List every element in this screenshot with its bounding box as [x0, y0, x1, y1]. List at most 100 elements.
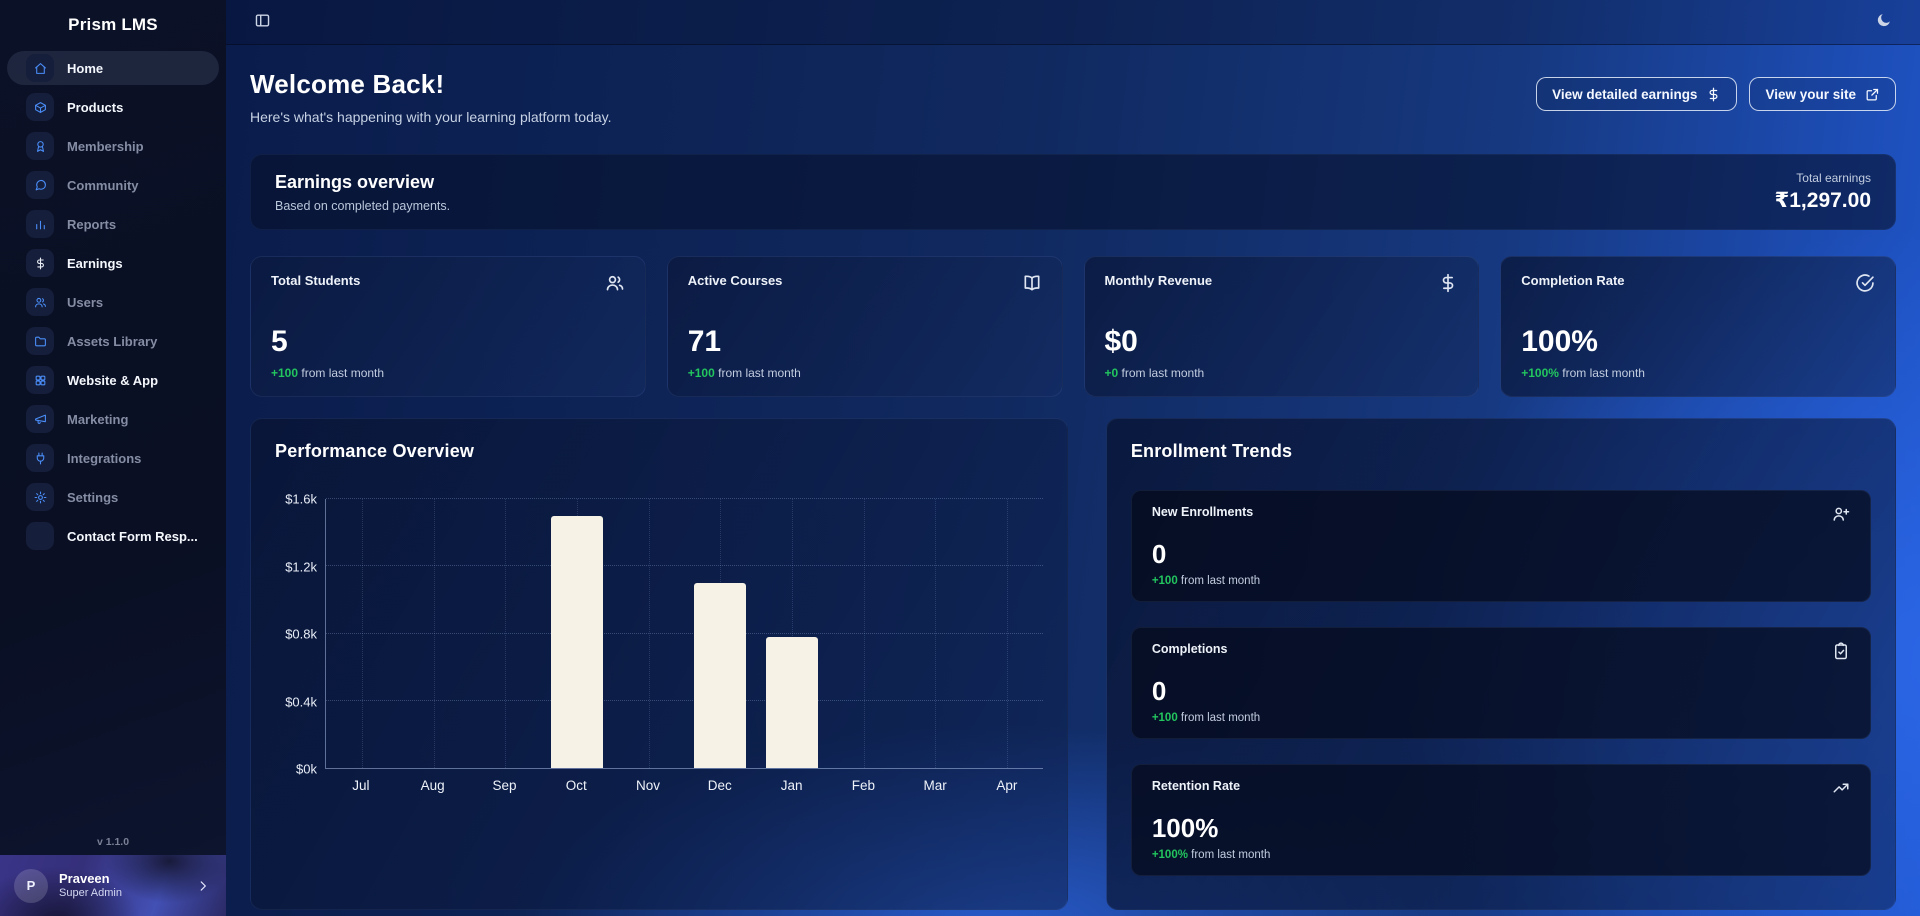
sidebar-item-website-app[interactable]: Website & App — [7, 363, 219, 397]
community-icon — [34, 179, 47, 192]
stat-value: 71 — [687, 325, 722, 358]
megaphone-icon — [34, 413, 47, 426]
stat-value: $0 — [1104, 325, 1138, 358]
trend-card-completions: Completions 0 +100 from last month — [1130, 627, 1871, 739]
chart-column-jul — [326, 499, 398, 768]
sidebar-item-community[interactable]: Community — [7, 168, 219, 202]
trend-card-retention-rate: Retention Rate 100% +100% from last mont… — [1130, 764, 1871, 876]
reports-icon — [34, 218, 47, 231]
y-tick-label: $0.4k — [285, 694, 317, 709]
sidebar-toggle-button[interactable] — [250, 8, 275, 36]
products-icon — [34, 101, 47, 114]
stat-change: +100% from last month — [1521, 366, 1645, 380]
view-your-site-button[interactable]: View your site — [1749, 77, 1896, 111]
sidebar-item-integrations[interactable]: Integrations — [7, 441, 219, 475]
sidebar-nav: Home Products Membership Community Repor… — [0, 51, 226, 836]
clipboard-check-icon — [1832, 642, 1850, 660]
enrollment-trend-cards: New Enrollments 0 +100 from last month C… — [1130, 490, 1871, 876]
gridline — [326, 498, 1043, 499]
sidebar-bottom: v 1.1.0 P Praveen Super Admin — [0, 836, 226, 916]
chart-column-nov — [613, 499, 685, 768]
membership-icon — [34, 140, 47, 153]
avatar: P — [14, 868, 48, 903]
y-tick-label: $1.2k — [285, 559, 317, 574]
trend-change: +100% from last month — [1151, 849, 1271, 861]
app-version: v 1.1.0 — [96, 836, 130, 848]
bar-oct — [551, 515, 603, 768]
stat-card-total-students: Total Students 5 +100 from last month — [250, 256, 646, 397]
topbar — [226, 0, 1920, 45]
y-tick-label: $1.6k — [285, 491, 317, 507]
trend-change: +100 from last month — [1151, 575, 1261, 587]
circle-check-icon — [1855, 273, 1875, 293]
trend-card-new-enrollments: New Enrollments 0 +100 from last month — [1130, 490, 1871, 602]
theme-toggle-button[interactable] — [1871, 8, 1896, 36]
sidebar-item-users[interactable]: Users — [7, 285, 219, 319]
chart-column-mar — [900, 499, 972, 768]
chart-column-sep — [469, 499, 541, 768]
sidebar-item-products[interactable]: Products — [7, 90, 219, 124]
users-icon — [34, 296, 47, 309]
home-icon — [34, 62, 47, 75]
x-tick-label: Aug — [420, 778, 445, 793]
stat-card-active-courses: Active Courses 71 +100 from last month — [666, 256, 1063, 397]
view-detailed-earnings-button[interactable]: View detailed earnings — [1536, 77, 1738, 111]
trend-value: 0 — [1151, 676, 1167, 706]
external-link-icon — [1865, 87, 1880, 102]
x-tick-label: Nov — [636, 778, 661, 793]
chart-column-dec — [684, 499, 756, 768]
page-subtitle: Here's what's happening with your learni… — [250, 109, 612, 125]
sidebar-item-membership[interactable]: Membership — [7, 129, 219, 163]
y-tick-label: $0k — [296, 761, 317, 777]
sidebar-item-assets-library[interactable]: Assets Library — [7, 324, 219, 358]
page-header: Welcome Back! Here's what's happening wi… — [250, 69, 1896, 125]
chart-plot-area — [325, 498, 1043, 769]
chart-x-axis: Jul Aug Sep Oct Nov Dec Jan Feb Mar Apr — [325, 778, 1043, 793]
bar-jan — [766, 636, 818, 768]
chevron-right-icon — [196, 879, 210, 893]
chart-column-apr — [971, 499, 1043, 768]
x-tick-label: Feb — [851, 778, 875, 793]
book-open-icon — [1022, 273, 1042, 293]
x-tick-label: Sep — [492, 778, 517, 793]
performance-overview-panel: Performance Overview $0k $0.4k $0.8k $1.2k $… — [250, 418, 1068, 910]
blank-icon — [34, 530, 47, 543]
stat-card-monthly-revenue: Monthly Revenue $0 +0 from last month — [1083, 256, 1480, 397]
stat-value: 100% — [1521, 325, 1598, 358]
dollar-icon — [1438, 273, 1458, 293]
y-tick-label: $0.8k — [285, 626, 317, 642]
folder-icon — [34, 335, 47, 348]
trending-up-icon — [1832, 779, 1850, 797]
total-earnings-label: Total earnings — [1796, 171, 1871, 185]
sidebar-item-settings[interactable]: Settings — [7, 480, 219, 514]
user-profile-card[interactable]: P Praveen Super Admin — [0, 855, 226, 916]
sidebar-item-marketing[interactable]: Marketing — [7, 402, 219, 436]
performance-title: Performance Overview — [275, 441, 475, 461]
sidebar-item-home[interactable]: Home — [7, 51, 219, 85]
sidebar-item-reports[interactable]: Reports — [7, 207, 219, 241]
moon-icon — [1875, 12, 1892, 32]
chart-y-axis: $0k $0.4k $0.8k $1.2k $1.6k — [275, 492, 325, 777]
x-tick-label: Jul — [352, 778, 370, 793]
banner-subtitle: Based on completed payments. — [275, 198, 451, 213]
user-role: Super Admin — [59, 886, 122, 899]
stat-change: +100 from last month — [687, 366, 801, 380]
trend-value: 100% — [1151, 813, 1219, 843]
grid-icon — [34, 374, 47, 387]
user-name: Praveen — [59, 870, 110, 886]
gridline — [326, 699, 1043, 701]
gridline — [326, 632, 1043, 634]
dollar-icon — [34, 257, 47, 270]
plug-icon — [34, 452, 47, 465]
user-plus-icon — [1832, 505, 1850, 523]
x-tick-label: Apr — [996, 778, 1018, 793]
sidebar-item-contact-form-resp[interactable]: Contact Form Resp... — [7, 519, 219, 553]
users-icon — [605, 273, 625, 293]
chart-column-feb — [828, 499, 900, 768]
enrollment-trends-panel: Enrollment Trends New Enrollments 0 +100… — [1105, 418, 1896, 910]
sidebar-item-earnings[interactable]: Earnings — [7, 246, 219, 280]
app-title: Prism LMS — [68, 15, 158, 34]
sidebar: Prism LMS Home Products Membership Commu… — [0, 0, 226, 916]
stat-change: +0 from last month — [1104, 366, 1205, 380]
